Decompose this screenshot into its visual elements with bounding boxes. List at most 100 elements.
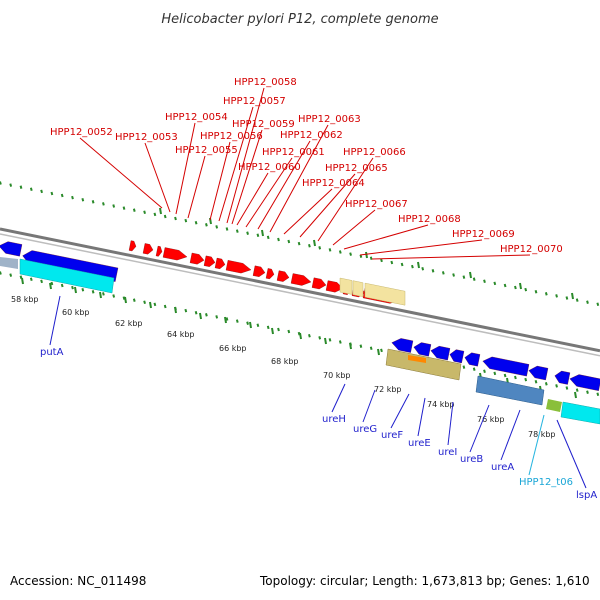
tick-mark — [328, 338, 332, 342]
gene-label-hpp12-0070: HPP12_0070 — [500, 244, 563, 255]
leader-line — [556, 419, 587, 489]
tick-mark — [194, 310, 198, 315]
tick-mark — [534, 289, 538, 294]
backbone-shadow — [0, 233, 600, 357]
tick-mark — [153, 212, 157, 217]
gene-label-hpp12-0058: HPP12_0058 — [234, 77, 297, 88]
major-tick — [159, 207, 162, 215]
cds-block — [0, 257, 18, 269]
tick-mark — [91, 290, 95, 294]
kbp-label: 66 kbp — [219, 344, 247, 353]
major-tick — [417, 261, 420, 269]
gene-label-uref: ureF — [381, 430, 403, 441]
reverse-gene-arrow — [528, 365, 549, 381]
kbp-label: 78 kbp — [528, 430, 556, 439]
gene-label-hpp12-0060: HPP12_0060 — [238, 162, 301, 173]
tick-mark — [205, 223, 208, 227]
leader-line — [528, 414, 545, 476]
leader-line — [79, 137, 163, 209]
tick-mark — [483, 279, 486, 284]
tick-mark — [349, 252, 352, 256]
gene-label-hpp12-0053: HPP12_0053 — [115, 132, 178, 143]
major-tick — [149, 301, 152, 309]
tick-mark — [514, 285, 517, 290]
tick-mark — [184, 308, 188, 313]
tick-mark — [29, 277, 33, 282]
leader-line — [332, 209, 376, 246]
tick-mark — [338, 250, 342, 254]
major-tick — [199, 312, 202, 320]
tick-mark — [71, 285, 74, 290]
gene-label-urei: ureI — [438, 447, 457, 458]
leader-line — [362, 389, 376, 423]
tick-mark — [225, 227, 229, 231]
gene-label-hpp12-0067: HPP12_0067 — [345, 199, 408, 210]
tick-mark — [50, 191, 54, 196]
tick-mark — [472, 277, 476, 281]
leader-line — [371, 254, 531, 260]
tick-mark — [411, 264, 414, 269]
forward-gene-arrow — [214, 257, 226, 269]
tick-mark — [318, 246, 322, 250]
forward-gene-arrow — [128, 240, 137, 252]
tick-mark — [112, 294, 116, 298]
leader-line — [390, 393, 410, 429]
tick-mark — [462, 365, 466, 369]
topology-text: Topology: circular; Length: 1,673,813 bp… — [259, 574, 590, 588]
forward-gene-arrow — [265, 268, 275, 280]
major-tick — [377, 348, 380, 356]
reverse-gene-arrow — [413, 342, 432, 357]
tick-mark — [472, 367, 476, 371]
tick-mark — [246, 321, 249, 325]
leader-line — [417, 397, 426, 437]
leader-line — [49, 295, 61, 346]
cds-block — [475, 375, 545, 406]
tick-mark — [174, 216, 177, 221]
gene-label-urea: ureA — [491, 462, 514, 473]
reverse-gene-arrow — [464, 352, 481, 367]
kbp-label: 68 kbp — [271, 357, 299, 366]
cds-block — [352, 280, 364, 297]
tick-mark — [235, 229, 239, 233]
tick-mark — [575, 388, 579, 392]
leader-line — [218, 106, 254, 222]
gene-label-hpp12-0064: HPP12_0064 — [302, 178, 365, 189]
tick-mark — [0, 271, 2, 275]
cds-block — [546, 399, 562, 412]
tick-mark — [565, 296, 569, 300]
tick-mark — [524, 377, 528, 382]
leader-line — [447, 401, 454, 446]
gene-label-hpp12-0065: HPP12_0065 — [325, 163, 388, 174]
tick-mark — [102, 292, 105, 296]
map-title: Helicobacter pylori P12, complete genome — [161, 12, 438, 27]
kbp-label: 72 kbp — [374, 385, 402, 394]
gene-label-hpp12-0062: HPP12_0062 — [280, 130, 343, 141]
tick-mark — [235, 319, 239, 323]
reverse-gene-arrow — [0, 241, 23, 257]
tick-mark — [132, 298, 136, 302]
tick-mark — [596, 302, 600, 307]
tick-mark — [60, 283, 64, 288]
tick-mark — [81, 197, 85, 202]
tick-mark — [112, 204, 116, 208]
gene-label-ureh: ureH — [322, 414, 346, 425]
major-tick — [99, 291, 102, 299]
tick-mark — [308, 243, 311, 248]
gene-label-hpp12-0055: HPP12_0055 — [175, 145, 238, 156]
major-tick — [21, 277, 24, 285]
major-tick — [224, 316, 227, 324]
gene-label-lspa: lspA — [576, 490, 597, 501]
cds-block — [364, 282, 406, 306]
tick-mark — [143, 210, 146, 215]
tick-mark — [60, 193, 64, 198]
tick-mark — [328, 248, 332, 252]
tick-mark — [503, 373, 507, 378]
leader-line — [343, 224, 429, 250]
forward-gene-arrow — [290, 273, 312, 286]
major-tick — [571, 292, 574, 300]
tick-mark — [163, 214, 167, 219]
forward-gene-arrow — [325, 280, 344, 293]
outer-tick-track — [0, 181, 600, 307]
tick-mark — [421, 266, 425, 271]
